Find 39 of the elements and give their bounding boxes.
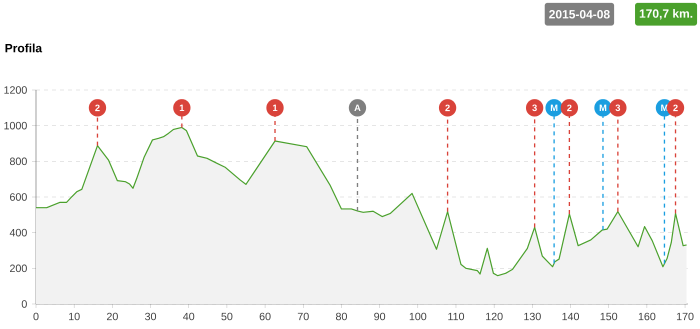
annotation: 3	[615, 104, 620, 112]
annotation: 1	[273, 104, 278, 112]
x-tick-label: 100	[410, 312, 426, 320]
annotation: 2	[567, 104, 572, 112]
x-tick-label: 0	[33, 312, 39, 320]
y-tick-label: 400	[10, 228, 27, 236]
annotation: 2	[445, 104, 450, 112]
chart-title: Profila	[6, 44, 42, 52]
y-tick-label: 800	[10, 158, 27, 166]
x-tick-label: 150	[600, 312, 618, 320]
x-tick-label: 90	[374, 312, 386, 320]
y-tick-label: 1000	[4, 122, 27, 130]
x-tick-label: 50	[221, 312, 232, 320]
annotation: 2	[95, 104, 100, 112]
annotation: 1	[180, 104, 184, 112]
y-tick-label: 200	[10, 264, 27, 272]
x-tick-label: 30	[145, 312, 156, 320]
x-tick-label: 60	[260, 312, 271, 320]
x-tick-label: 20	[106, 312, 118, 320]
x-tick-label: 130	[524, 312, 541, 320]
annotation: M	[550, 104, 558, 112]
x-tick-label: 10	[69, 312, 80, 320]
text: 170,7 km.	[640, 8, 692, 20]
annotation: A	[354, 104, 361, 112]
y-tick-label: 0	[22, 300, 27, 308]
x-tick-label: 70	[298, 312, 309, 320]
x-tick-label: 120	[486, 312, 503, 320]
text: 2015-04-08	[549, 10, 610, 19]
annotation: 2	[673, 104, 678, 112]
x-tick-label: 140	[562, 312, 580, 320]
x-tick-label: 80	[336, 312, 347, 320]
x-tick-label: 160	[638, 312, 656, 320]
x-tick-label: 40	[183, 312, 194, 320]
annotation: M	[600, 104, 606, 112]
y-tick-label: 1200	[4, 86, 27, 94]
x-tick-label: 110	[448, 312, 464, 320]
x-tick-label: 170	[676, 312, 694, 320]
y-tick-label: 600	[10, 193, 27, 201]
annotation: 3	[532, 104, 537, 112]
